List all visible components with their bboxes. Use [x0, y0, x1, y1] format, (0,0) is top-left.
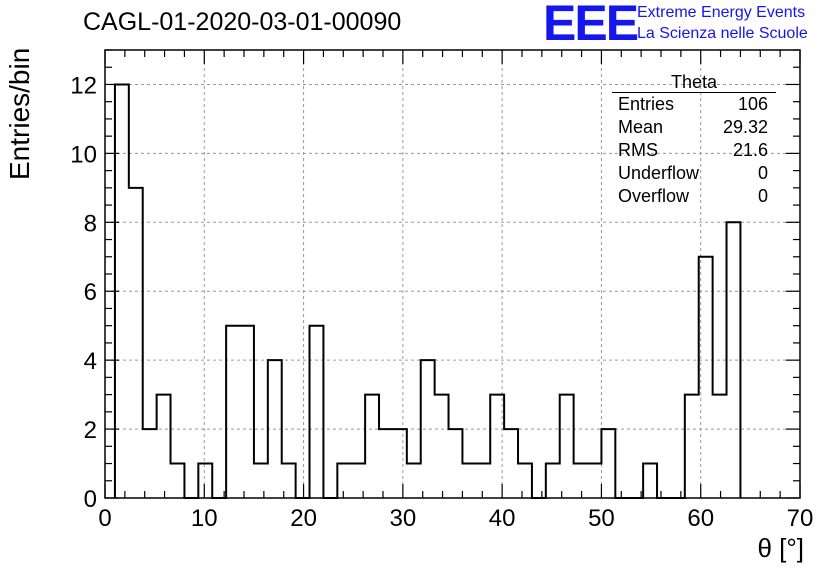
eee-logo-mark: EEE [543, 0, 639, 51]
stats-row-overflow: Overflow 0 [612, 185, 776, 208]
x-axis-label: θ [°] [757, 533, 804, 563]
stats-row-mean: Mean 29.32 [612, 116, 776, 139]
stats-box: Theta Entries 106 Mean 29.32 RMS 21.6 Un… [612, 72, 776, 208]
grid-lines [105, 50, 800, 498]
stats-row-underflow: Underflow 0 [612, 162, 776, 185]
stats-value: 21.6 [732, 140, 768, 160]
y-axis-label: Entries/bin [4, 47, 35, 180]
y-tick-label: 6 [84, 279, 97, 306]
stats-title: Theta [612, 72, 776, 93]
chart-title: CAGL-01-2020-03-01-00090 [83, 8, 402, 36]
x-tick-label: 60 [687, 505, 714, 532]
y-tick-label: 8 [84, 210, 97, 237]
y-tick-label: 2 [84, 417, 97, 444]
stats-value: 0 [757, 186, 768, 206]
stats-row-rms: RMS 21.6 [612, 139, 776, 162]
x-tick-label: 40 [489, 505, 516, 532]
stats-row-entries: Entries 106 [612, 93, 776, 116]
x-tick-label: 20 [290, 505, 317, 532]
x-tick-label: 30 [390, 505, 417, 532]
stats-label: RMS [618, 140, 658, 160]
logo-line-1: Extreme Energy Events [637, 4, 806, 21]
stats-value: 29.32 [722, 117, 768, 137]
x-tick-label: 10 [191, 505, 218, 532]
stats-label: Entries [618, 94, 675, 114]
y-tick-label: 0 [84, 486, 97, 513]
y-tick-label: 10 [70, 141, 97, 168]
x-tick-label: 50 [588, 505, 615, 532]
logo-line-2: La Scienza nelle Scuole [637, 25, 808, 42]
y-tick-label: 4 [84, 348, 97, 375]
y-tick-label: 12 [70, 72, 97, 99]
x-tick-label: 0 [98, 505, 111, 532]
stats-label: Overflow [618, 186, 690, 206]
axis-ticks [104, 49, 801, 499]
stats-label: Underflow [618, 163, 700, 183]
stats-value: 106 [737, 94, 768, 114]
stats-value: 0 [757, 163, 768, 183]
stats-label: Mean [618, 117, 664, 137]
x-tick-label: 70 [787, 505, 814, 532]
axis-tick-labels: 0 10 20 30 40 50 60 70 0 2 4 6 8 10 12 [70, 72, 813, 532]
